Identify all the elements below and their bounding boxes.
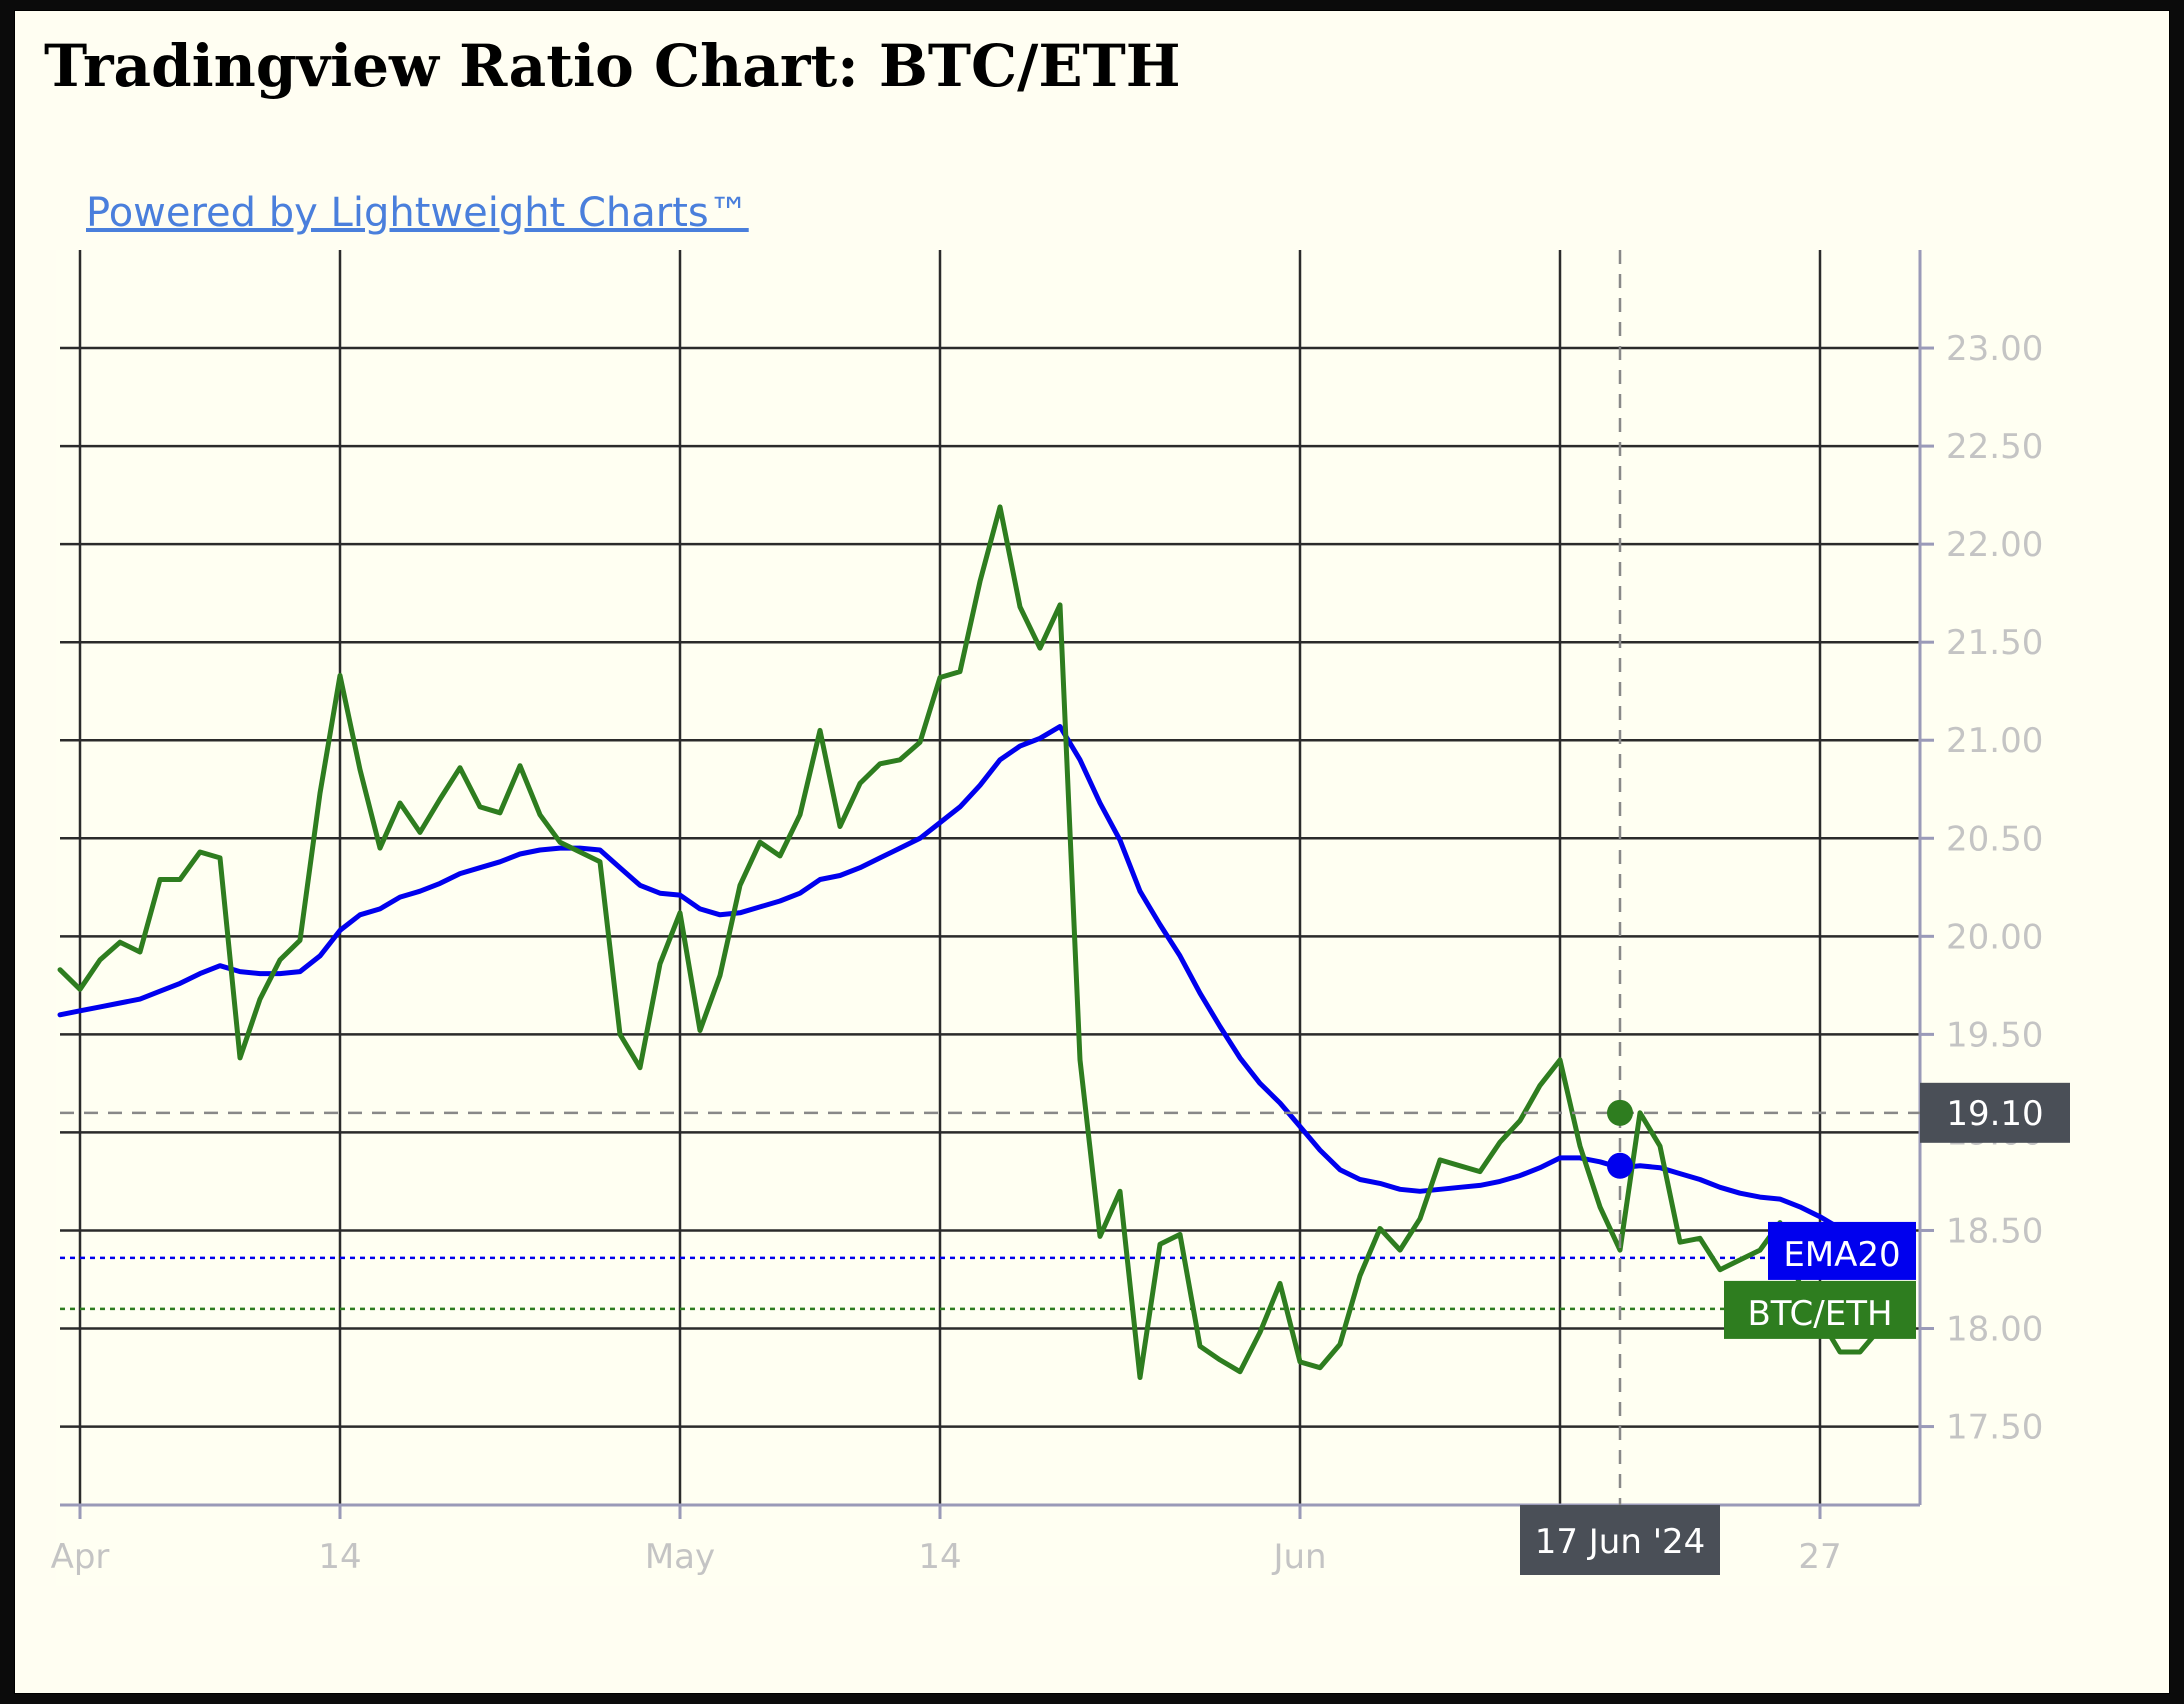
price-tick-label: 22.00 (1946, 525, 2043, 565)
time-tick-label: 27 (1798, 1537, 1841, 1577)
crosshair-marker-ema20 (1607, 1152, 1633, 1179)
price-tick-label: 18.00 (1946, 1310, 2043, 1350)
series-line-btc-eth[interactable] (57, 504, 1883, 1380)
series-lines[interactable] (57, 504, 1883, 1380)
crosshair (60, 250, 1920, 1505)
crosshair-price-label-box (1920, 1082, 2070, 1143)
time-tick-label: Jun (1271, 1537, 1326, 1577)
price-tick-label: 23.00 (1946, 329, 2043, 369)
time-tick-label: May (645, 1537, 715, 1577)
time-tick-label: 14 (318, 1537, 361, 1577)
price-tick-label: 20.00 (1946, 917, 2043, 957)
price-tick-label: 18.50 (1946, 1211, 2043, 1251)
powered-by-link[interactable]: Powered by Lightweight Charts™ (86, 190, 749, 236)
price-tick-label: 20.50 (1946, 819, 2043, 859)
last-value-lines (60, 1256, 1920, 1311)
crosshair-time-label-box (1520, 1505, 1720, 1575)
time-tick-label: Apr (51, 1537, 110, 1577)
time-axis-ticks: Apr 14 May 14 Jun 27 (51, 1505, 1842, 1577)
price-tick-label: 22.50 (1946, 427, 2043, 467)
crosshair-marker-btc-eth (1607, 1099, 1633, 1126)
plot-background (56, 250, 2070, 1586)
axis-labels: EMA20 BTC/ETH 19.10 17 Jun '24 (1520, 1082, 2070, 1575)
series-line-ema20[interactable] (57, 724, 1883, 1253)
page-title: Tradingview Ratio Chart: BTC/ETH (44, 32, 1181, 100)
ema20-label-box (1768, 1221, 1916, 1280)
crosshair-time-label: 17 Jun '24 (1535, 1522, 1706, 1562)
price-tick-label: 17.50 (1946, 1408, 2043, 1448)
time-tick-label: 14 (918, 1537, 961, 1577)
ema20-label: EMA20 (1783, 1235, 1900, 1275)
price-tick-label: 19.50 (1946, 1015, 2043, 1055)
crosshair-price-label: 19.10 (1946, 1094, 2043, 1134)
price-tick-label: 21.00 (1946, 721, 2043, 761)
vertical-grid (78, 250, 1822, 1505)
horizontal-grid (60, 346, 1920, 1428)
btc-eth-label: BTC/ETH (1747, 1294, 1892, 1334)
price-tick-label: 21.50 (1946, 623, 2043, 663)
btc-eth-label-box (1724, 1280, 1916, 1339)
